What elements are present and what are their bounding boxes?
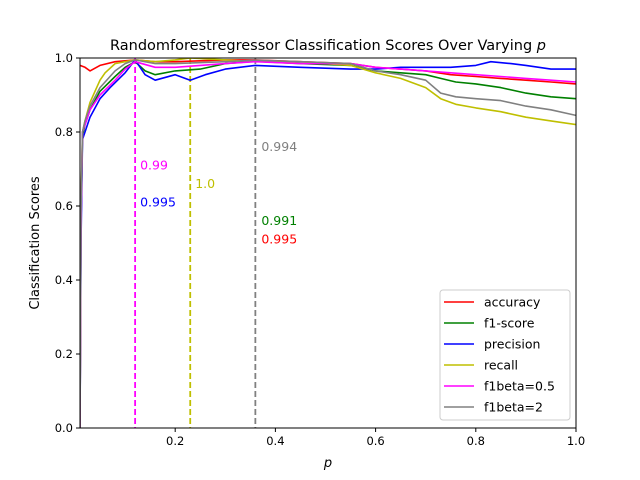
legend-label: f1-score (484, 316, 535, 331)
series-line-f1beta-2 (80, 59, 576, 428)
x-axis: 0.2 0.4 0.6 0.8 1.0 (166, 428, 585, 448)
x-tick-label: 0.2 (166, 434, 184, 448)
series-line-recall (80, 58, 576, 428)
annotation-label: 0.991 (261, 213, 297, 228)
annotation-label: 0.995 (140, 194, 176, 209)
legend: accuracy f1-score precision recall f1beta=0.… (439, 289, 571, 421)
chart-title: Randomforestregressor Classification Sco… (110, 38, 546, 54)
y-axis-label: Classification Scores (28, 176, 43, 310)
x-tick-label: 1.0 (567, 434, 585, 448)
annotation-label: 1.0 (195, 176, 215, 191)
x-tick-label: 0.4 (266, 434, 284, 448)
plot-area: 0.99 0.995 1.0 0.994 0.991 0.995 (79, 57, 577, 429)
y-tick-label: 0.8 (55, 125, 73, 139)
annotations: 0.99 0.995 1.0 0.994 0.991 0.995 (140, 139, 297, 247)
reference-lines (134, 58, 257, 428)
y-tick-label: 1.0 (55, 51, 73, 65)
annotation-label: 0.994 (261, 139, 297, 154)
series-line-precision (80, 59, 576, 428)
legend-label: f1beta=2 (484, 400, 543, 415)
chart-title-text: Randomforestregressor Classification Sco… (110, 38, 537, 54)
series-line-f1beta-0-5 (80, 60, 576, 428)
chart-title-variable: p (536, 38, 546, 54)
legend-label: precision (484, 337, 540, 352)
x-axis-label: p (323, 456, 332, 471)
series-lines (80, 58, 576, 428)
annotation-label: 0.99 (140, 157, 168, 172)
y-tick-label: 0.0 (55, 421, 73, 435)
legend-label: recall (484, 358, 518, 373)
legend-label: f1beta=0.5 (484, 379, 555, 394)
y-tick-label: 0.2 (55, 347, 73, 361)
y-tick-label: 0.6 (55, 199, 73, 213)
legend-label: accuracy (484, 295, 541, 310)
y-axis: 0.0 0.2 0.4 0.6 0.8 1.0 (55, 51, 80, 435)
plot-frame (79, 57, 577, 429)
x-tick-label: 0.8 (467, 434, 485, 448)
x-tick-label: 0.6 (366, 434, 384, 448)
annotation-label: 0.995 (261, 231, 297, 246)
y-tick-label: 0.4 (55, 273, 73, 287)
